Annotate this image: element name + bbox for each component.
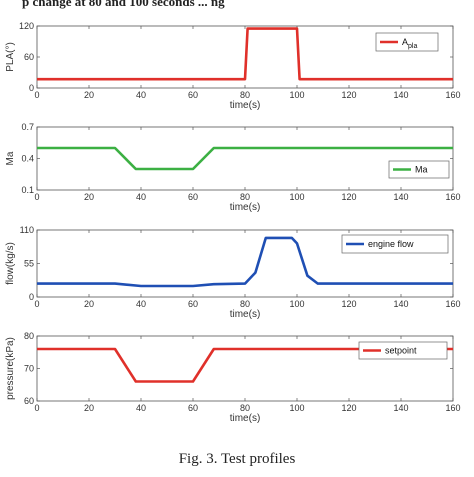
legend-label-main: engine flow <box>368 239 414 249</box>
x-tick-label: 120 <box>341 403 356 413</box>
x-tick-label: 100 <box>289 403 304 413</box>
legend-label: setpoint <box>385 346 417 356</box>
x-tick-label: 120 <box>341 192 356 202</box>
x-tick-label: 160 <box>445 90 460 100</box>
y-tick-label: 55 <box>24 259 34 269</box>
y-tick-label: 110 <box>20 225 34 235</box>
x-tick-label: 80 <box>240 192 250 202</box>
y-tick-label: 0 <box>29 83 34 93</box>
x-tick-label: 60 <box>188 90 198 100</box>
x-tick-label: 100 <box>289 90 304 100</box>
series-line <box>37 236 453 288</box>
y-tick-label: 60 <box>24 396 34 406</box>
y-tick-label: 0.4 <box>21 154 34 164</box>
x-tick-label: 60 <box>188 192 198 202</box>
legend-label: Apla <box>402 37 417 50</box>
y-tick-label: 70 <box>24 364 34 374</box>
x-tick-label: 100 <box>289 299 304 309</box>
legend-label-main: Ma <box>415 165 428 175</box>
y-tick-label: 0 <box>29 292 34 302</box>
x-tick-label: 140 <box>393 299 408 309</box>
y-tick-label: 120 <box>19 21 34 31</box>
x-axis-label: time(s) <box>230 309 261 320</box>
legend-box <box>375 32 439 52</box>
x-tick-label: 80 <box>240 403 250 413</box>
x-tick-label: 80 <box>240 90 250 100</box>
x-tick-label: 20 <box>84 192 94 202</box>
x-tick-label: 20 <box>84 90 94 100</box>
figure-caption: Fig. 3. Test profiles <box>178 451 296 467</box>
x-tick-label: 160 <box>445 403 460 413</box>
y-axis-label: Ma <box>5 151 16 165</box>
x-tick-label: 0 <box>34 192 39 202</box>
subplot-4: 0 20 40 60 80 100 120 140 160607080time(s)pressu… <box>5 331 461 424</box>
x-tick-label: 120 <box>341 90 356 100</box>
legend-label-subscript: pla <box>408 43 417 50</box>
subplot-3: 0 20 40 60 80 100 120 140 160 0 55 110 time(s) flow(k… <box>5 225 461 320</box>
x-tick-label: 100 <box>289 192 304 202</box>
y-tick-label: 80 <box>24 331 34 341</box>
series-line <box>37 347 453 383</box>
x-axis-label: time(s) <box>230 413 261 424</box>
x-tick-label: 60 <box>188 403 198 413</box>
legend-label-main: setpoint <box>385 346 417 356</box>
y-tick-label: 0.1 <box>21 185 34 195</box>
x-tick-label: 0 <box>34 90 39 100</box>
y-axis-label: flow(kg/s) <box>5 242 16 285</box>
x-tick-label: 40 <box>136 192 146 202</box>
x-tick-label: 120 <box>341 299 356 309</box>
legend-label: Ma <box>415 165 428 175</box>
x-tick-label: 20 <box>84 403 94 413</box>
x-axis-label: time(s) <box>230 100 261 111</box>
x-tick-label: 160 <box>445 299 460 309</box>
x-tick-label: 0 <box>34 403 39 413</box>
legend-box <box>341 234 449 254</box>
x-tick-label: 140 <box>393 90 408 100</box>
y-tick-label: 60 <box>24 52 34 62</box>
subplot-2: 0 20 40 60 80 100 120 140 160 0.1 0.4 0.7 time(s) Ma M… <box>5 122 461 213</box>
legend-label: engine flow <box>368 239 414 249</box>
x-tick-label: 40 <box>136 299 146 309</box>
plot-area-frame <box>36 126 454 191</box>
legend-box <box>388 160 450 179</box>
x-tick-label: 0 <box>34 299 39 309</box>
y-axis-label: PLA(°) <box>5 42 16 72</box>
x-tick-label: 40 <box>136 403 146 413</box>
y-axis-label: pressure(kPa) <box>5 337 16 400</box>
x-tick-label: 80 <box>240 299 250 309</box>
y-tick-label: 0.7 <box>21 122 34 132</box>
cropped-header-text: p change at 80 and 100 seconds ... ng <box>22 0 225 9</box>
x-tick-label: 160 <box>445 192 460 202</box>
x-tick-label: 140 <box>393 192 408 202</box>
subplot-1: 0 20 40 60 80 100 120 140 160 0 60 120 time(s) PLA(°)… <box>5 21 461 111</box>
x-tick-label: 60 <box>188 299 198 309</box>
legend-box <box>358 341 448 360</box>
x-tick-label: 40 <box>136 90 146 100</box>
series-line <box>37 146 453 171</box>
x-tick-label: 140 <box>393 403 408 413</box>
x-axis-label: time(s) <box>230 202 261 213</box>
legend-label-main: A <box>402 37 408 47</box>
x-tick-label: 20 <box>84 299 94 309</box>
series-line <box>37 27 453 81</box>
